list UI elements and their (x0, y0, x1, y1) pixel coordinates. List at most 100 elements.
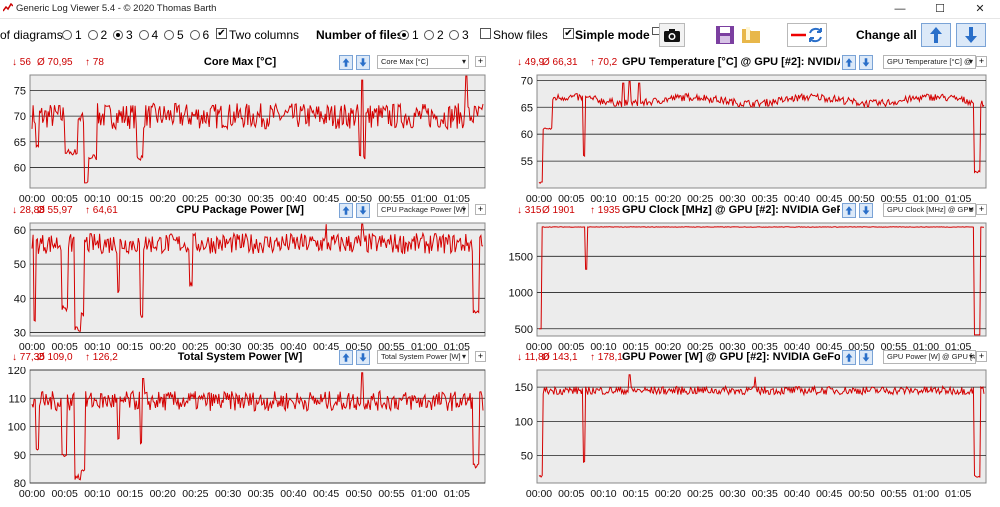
camera-button[interactable] (659, 23, 685, 47)
files-radio-label: 1 (412, 28, 419, 42)
x-tick-label: 00:40 (784, 193, 810, 205)
x-tick-label: 00:15 (117, 488, 143, 500)
x-tick-label: 01:00 (411, 488, 437, 500)
y-tick-label: 70 (14, 111, 26, 123)
save-button[interactable] (713, 23, 735, 47)
x-tick-label: 00:20 (655, 488, 681, 500)
add-sensor-button[interactable]: + (475, 204, 486, 215)
move-up-button[interactable] (842, 350, 856, 365)
diagrams-radio-1[interactable] (62, 30, 72, 40)
x-tick-label: 00:10 (84, 193, 110, 205)
move-down-button[interactable] (356, 55, 370, 70)
move-up-button[interactable] (339, 203, 353, 218)
minimize-button[interactable]: — (894, 3, 906, 15)
x-tick-label: 00:20 (150, 193, 176, 205)
sensor-select[interactable]: Core Max [°C] ▾ (377, 55, 469, 69)
x-tick-label: 01:00 (411, 193, 437, 205)
diagram-panel: ↓ 49,9 Ø 66,31 ↑ 70,2 GPU Temperature [°C] … (505, 52, 1000, 212)
move-down-button[interactable] (859, 203, 873, 218)
x-tick-label: 00:25 (182, 488, 208, 500)
move-up-button[interactable] (842, 55, 856, 70)
series-line (538, 374, 985, 478)
panel-header: ↓ 77,35 Ø 109,0 ↑ 126,2 Total System Power … (0, 347, 495, 369)
x-tick-label: 00:15 (623, 488, 649, 500)
panel-title: CPU Package Power [W] (176, 204, 304, 216)
x-tick-label: 01:00 (913, 488, 939, 500)
x-tick-label: 00:25 (182, 193, 208, 205)
stat-max: ↑ 70,2 (590, 57, 618, 68)
x-tick-label: 00:35 (248, 341, 274, 353)
y-tick-label: 1500 (509, 251, 533, 263)
move-down-button[interactable] (356, 203, 370, 218)
sensor-select[interactable]: CPU Package Power [W] ▾ (377, 203, 469, 217)
sensor-select[interactable]: Total System Power [W] ▾ (377, 350, 469, 364)
diagrams-radio-4[interactable] (138, 30, 149, 40)
diagrams-radio-5[interactable] (164, 30, 174, 40)
move-up-button[interactable] (339, 350, 353, 365)
simple-mode-checkbox[interactable]: ✔ (563, 28, 574, 39)
y-tick-label: 150 (515, 382, 533, 394)
series-line (538, 81, 985, 185)
move-down-all-button[interactable] (956, 23, 986, 47)
y-tick-label: 65 (521, 102, 533, 114)
x-tick-label: 00:05 (558, 193, 584, 205)
x-tick-label: 00:50 (848, 488, 874, 500)
y-tick-label: 500 (515, 324, 533, 336)
diagrams-radio-6[interactable] (189, 30, 200, 40)
add-sensor-button[interactable]: + (976, 204, 987, 215)
sensor-select-value: CPU Package Power [W] (381, 205, 465, 214)
move-down-button[interactable] (356, 350, 370, 365)
app-icon (3, 3, 13, 12)
files-radio-3[interactable] (449, 30, 459, 40)
two-columns-label: Two columns (229, 28, 300, 42)
stat-min: ↓ 11,80 (517, 352, 550, 363)
line-chart: 80 90 100 110 120 00:00 00:05 00:10 00:15 00:20 00… (8, 367, 486, 500)
stat-min: ↓ 77,35 (12, 352, 45, 363)
files-radio-2[interactable] (424, 30, 434, 40)
move-down-button[interactable] (859, 55, 873, 70)
arrow-down-icon (359, 206, 367, 215)
arrow-up-icon (930, 27, 942, 43)
line-color-button[interactable] (787, 23, 827, 47)
x-tick-label: 00:50 (848, 193, 874, 205)
move-down-button[interactable] (859, 350, 873, 365)
x-tick-label: 00:55 (378, 193, 404, 205)
stat-avg: Ø 55,97 (37, 205, 73, 216)
sensor-select[interactable]: GPU Clock [MHz] @ GPU ▾ (883, 203, 976, 217)
y-tick-label: 50 (14, 259, 26, 271)
files-radio-1[interactable] (399, 30, 409, 40)
x-tick-label: 00:35 (248, 488, 274, 500)
x-tick-label: 01:05 (444, 488, 470, 500)
x-tick-label: 00:30 (719, 488, 745, 500)
maximize-button[interactable]: ☐ (935, 3, 945, 15)
open-folder-button[interactable] (739, 23, 761, 47)
show-files-checkbox[interactable] (480, 28, 491, 39)
x-tick-label: 00:40 (280, 193, 306, 205)
x-tick-label: 00:45 (816, 488, 842, 500)
x-tick-label: 00:15 (623, 341, 649, 353)
simple-mode-label: Simple mode (575, 28, 650, 42)
toolbar: of diagrams 1 2 3 4 5 6 ✔ Two columns Number … (0, 19, 1000, 51)
x-tick-label: 00:40 (784, 341, 810, 353)
move-up-button[interactable] (339, 55, 353, 70)
add-sensor-button[interactable]: + (475, 351, 486, 362)
move-up-all-button[interactable] (921, 23, 951, 47)
x-tick-label: 00:35 (248, 193, 274, 205)
sensor-select[interactable]: GPU Power [W] @ GPU [# ▾ (883, 350, 976, 364)
move-up-button[interactable] (842, 203, 856, 218)
add-sensor-button[interactable]: + (976, 56, 987, 67)
panel-title: GPU Temperature [°C] @ GPU [#2]: NVIDIA … (622, 56, 840, 68)
x-tick-label: 00:00 (19, 341, 45, 353)
stat-avg: Ø 70,95 (37, 57, 73, 68)
x-tick-label: 00:55 (378, 488, 404, 500)
y-tick-label: 60 (521, 129, 533, 141)
two-columns-checkbox[interactable]: ✔ (216, 28, 227, 39)
add-sensor-button[interactable]: + (976, 351, 987, 362)
sensor-select[interactable]: GPU Temperature [°C] @ ▾ (883, 55, 976, 69)
diagrams-radio-3[interactable] (113, 30, 123, 40)
x-tick-label: 01:05 (945, 193, 971, 205)
close-button[interactable]: ✕ (975, 3, 985, 15)
x-tick-label: 01:00 (913, 193, 939, 205)
add-sensor-button[interactable]: + (475, 56, 486, 67)
diagrams-radio-2[interactable] (87, 30, 98, 40)
